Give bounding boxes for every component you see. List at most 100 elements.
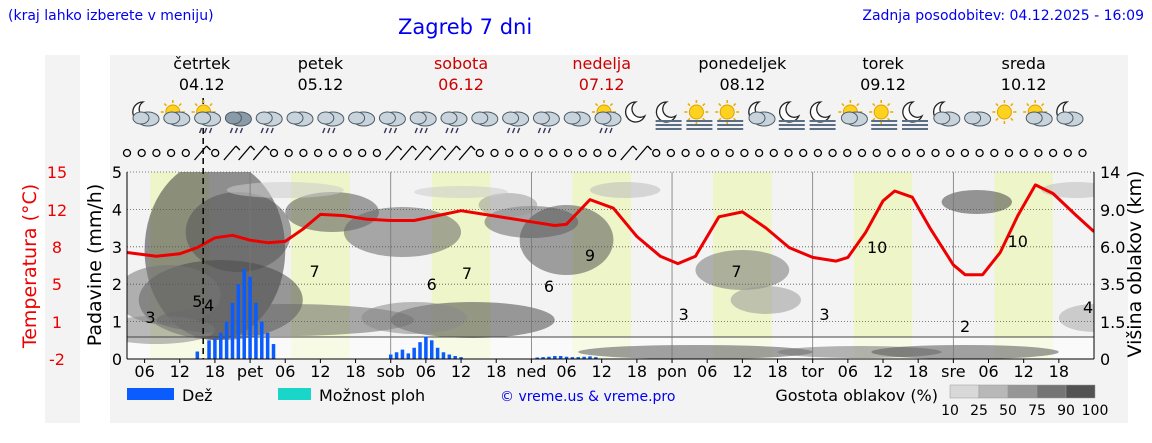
temperature-line — [127, 183, 1094, 277]
temperature-label: 3 — [819, 305, 829, 324]
wind-calm-icon — [990, 148, 999, 158]
wind-calm-icon — [916, 148, 925, 158]
wind-calm-icon — [475, 148, 484, 158]
cloud-heavy-rain-icon — [224, 111, 252, 134]
wind-barb-icon — [455, 145, 461, 151]
cloud-blob — [1058, 304, 1094, 332]
x-tick-label: 12 — [310, 362, 330, 381]
sun-cloud-rain-icon — [592, 100, 622, 134]
precip-tick: 0 — [112, 350, 122, 369]
precipitation-bars — [195, 269, 598, 359]
rain-bar — [207, 340, 211, 359]
wind-calm-icon — [769, 148, 778, 158]
temperature-label: 4 — [204, 296, 214, 315]
x-tick-label: 12 — [451, 362, 471, 381]
wind-calm-icon — [1048, 148, 1058, 158]
day-name: sobota — [434, 54, 488, 73]
temperature-label: 4 — [1083, 298, 1093, 317]
rain-bar — [576, 357, 581, 359]
cloud-blob — [730, 286, 801, 314]
wind-barb-icon — [429, 145, 443, 161]
rain-bar — [388, 354, 393, 359]
cloud-rain-icon — [502, 111, 530, 134]
wind-calm-icon — [211, 148, 220, 158]
rain-bar — [242, 269, 246, 359]
day-name: sreda — [1001, 54, 1045, 73]
cloud-density-swatch — [1065, 384, 1096, 399]
temperature-label: 7 — [731, 262, 741, 281]
rain-bar — [406, 353, 411, 359]
wind-calm-icon — [505, 148, 514, 158]
rain-bar — [248, 276, 252, 359]
wind-barb-icon — [250, 145, 256, 151]
wind-calm-icon — [901, 148, 911, 158]
x-tick-label: pon — [657, 362, 687, 381]
precip-tick: 1 — [112, 313, 122, 332]
day-name: nedelja — [572, 54, 631, 73]
wind-calm-icon — [122, 148, 132, 158]
wind-barb-icon — [470, 145, 476, 151]
rain-bar — [558, 356, 563, 359]
x-tick-label: sob — [377, 362, 405, 381]
wind-calm-icon — [843, 148, 852, 158]
cloud-blob — [695, 250, 790, 290]
wind-calm-icon — [299, 148, 308, 158]
day-date: 07.12 — [579, 75, 625, 94]
temperature-label: 5 — [192, 292, 202, 311]
shower-legend-swatch — [278, 388, 311, 400]
wind-calm-icon — [887, 148, 896, 158]
wind-barb-icon — [264, 145, 270, 151]
cloud-rain-icon — [440, 111, 468, 134]
cloud-density-level: 75 — [1028, 403, 1046, 419]
x-tick-label: pet — [237, 362, 263, 381]
temperature-label: 3 — [679, 305, 689, 324]
cloud-rain-icon — [532, 111, 560, 134]
wind-calm-icon — [343, 148, 352, 158]
moon-icon — [625, 101, 647, 123]
wind-calm-icon — [328, 148, 337, 158]
day-headers: četrtek 04.12 petek 05.12 sobota 06.12 nedelja… — [173, 54, 1046, 94]
x-tick-label: 06 — [134, 362, 154, 381]
wind-calm-icon — [1034, 148, 1043, 158]
rain-bar — [459, 357, 463, 359]
wind-calm-icon — [593, 148, 602, 158]
wind-calm-icon — [358, 148, 367, 158]
cloud-height-tick: 6.0 — [1100, 238, 1125, 257]
x-tick-label: 18 — [627, 362, 647, 381]
wind-calm-icon — [960, 148, 970, 158]
moon-fog-icon — [902, 101, 928, 130]
temperature-label: 7 — [462, 264, 472, 283]
rain-bar — [230, 302, 235, 359]
rain-bar — [453, 356, 457, 359]
day-name: četrtek — [173, 54, 231, 73]
cloud-icon — [348, 111, 376, 127]
x-tick-label: 18 — [486, 362, 506, 381]
day-date: 04.12 — [179, 75, 225, 94]
wind-calm-icon — [313, 148, 323, 158]
region-hint: (kraj lahko izberete v meniju) — [8, 8, 214, 24]
cloud-height-tick: 14 — [1100, 163, 1120, 182]
temperature-tick: 1 — [52, 313, 62, 332]
x-tick-label: 06 — [275, 362, 295, 381]
x-tick-label: 06 — [697, 362, 717, 381]
cloud-blob — [941, 190, 1012, 214]
wind-calm-icon — [652, 148, 661, 158]
sun-cloud-icon — [1023, 100, 1053, 127]
x-tick-label: 18 — [908, 362, 928, 381]
day-date: 05.12 — [297, 75, 343, 94]
temperature-tick: 12 — [47, 201, 67, 220]
x-tick-label: 06 — [556, 362, 576, 381]
rain-legend-label: Dež — [182, 386, 213, 405]
weather-icons — [132, 100, 1084, 134]
wind-calm-icon — [269, 148, 279, 158]
x-tick-label: 12 — [1013, 362, 1033, 381]
x-tick-label: ned — [516, 362, 546, 381]
temperature-label: 9 — [585, 246, 595, 265]
x-tick-label: tor — [801, 362, 824, 381]
wind-barb-icon — [443, 145, 457, 161]
cloud-rain-icon — [255, 111, 283, 134]
wind-calm-icon — [681, 148, 690, 158]
rain-bar — [219, 332, 223, 359]
copyright: © vreme.us & vreme.pro — [500, 389, 675, 405]
